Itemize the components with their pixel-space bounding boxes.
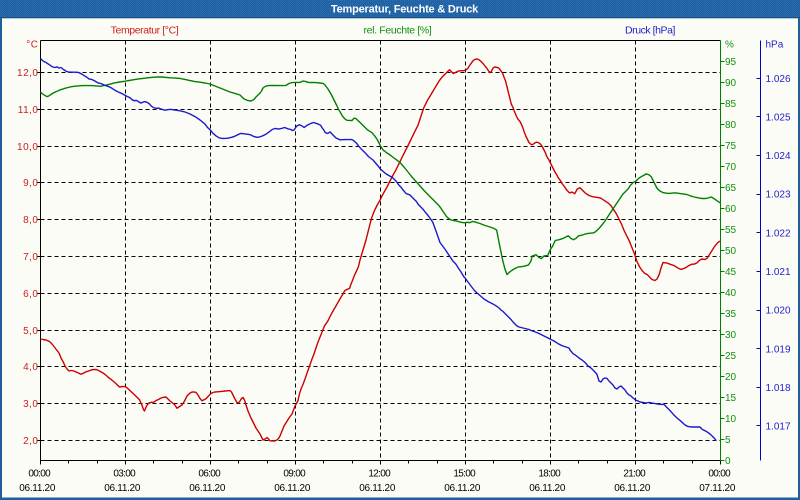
svg-text:10: 10 bbox=[725, 414, 737, 425]
svg-text:21:00: 21:00 bbox=[623, 469, 646, 480]
svg-text:°C: °C bbox=[26, 40, 38, 51]
svg-text:1.019: 1.019 bbox=[766, 344, 791, 355]
svg-text:1.018: 1.018 bbox=[766, 383, 791, 394]
svg-text:95: 95 bbox=[725, 57, 737, 68]
svg-text:06.11.20: 06.11.20 bbox=[359, 483, 396, 494]
svg-text:5: 5 bbox=[725, 435, 731, 446]
svg-text:1.023: 1.023 bbox=[766, 190, 791, 201]
svg-text:10,0: 10,0 bbox=[17, 142, 38, 153]
svg-text:3,0: 3,0 bbox=[23, 399, 38, 410]
svg-text:80: 80 bbox=[725, 120, 737, 131]
svg-text:6,0: 6,0 bbox=[23, 289, 38, 300]
svg-text:06.11.20: 06.11.20 bbox=[189, 483, 226, 494]
svg-text:35: 35 bbox=[725, 309, 737, 320]
svg-text:65: 65 bbox=[725, 183, 737, 194]
svg-text:18:00: 18:00 bbox=[538, 469, 561, 480]
svg-text:9,0: 9,0 bbox=[23, 178, 38, 189]
svg-text:0: 0 bbox=[725, 456, 731, 467]
svg-text:09:00: 09:00 bbox=[283, 469, 306, 480]
svg-text:1.025: 1.025 bbox=[766, 112, 791, 123]
svg-text:55: 55 bbox=[725, 225, 737, 236]
svg-text:30: 30 bbox=[725, 330, 737, 341]
svg-text:15:00: 15:00 bbox=[453, 469, 476, 480]
svg-text:50: 50 bbox=[725, 246, 737, 257]
svg-text:20: 20 bbox=[725, 372, 737, 383]
svg-text:1.024: 1.024 bbox=[766, 151, 791, 162]
svg-text:1.017: 1.017 bbox=[766, 422, 791, 433]
svg-text:8,0: 8,0 bbox=[23, 215, 38, 226]
svg-text:2,0: 2,0 bbox=[23, 436, 38, 447]
svg-text:1.022: 1.022 bbox=[766, 228, 791, 239]
svg-text:hPa: hPa bbox=[766, 40, 784, 51]
svg-text:06.11.20: 06.11.20 bbox=[104, 483, 141, 494]
svg-text:40: 40 bbox=[725, 288, 737, 299]
svg-text:45: 45 bbox=[725, 267, 737, 278]
svg-text:75: 75 bbox=[725, 141, 737, 152]
svg-text:Temperatur, Feuchte & Druck: Temperatur, Feuchte & Druck bbox=[331, 4, 479, 16]
svg-text:07.11.20: 07.11.20 bbox=[699, 483, 736, 494]
svg-text:85: 85 bbox=[725, 99, 737, 110]
svg-text:70: 70 bbox=[725, 162, 737, 173]
svg-text:00:00: 00:00 bbox=[28, 469, 51, 480]
svg-text:12,0: 12,0 bbox=[17, 68, 38, 79]
svg-text:90: 90 bbox=[725, 78, 737, 89]
svg-text:25: 25 bbox=[725, 351, 737, 362]
svg-text:06.11.20: 06.11.20 bbox=[614, 483, 651, 494]
svg-text:06.11.20: 06.11.20 bbox=[444, 483, 481, 494]
svg-text:60: 60 bbox=[725, 204, 737, 215]
svg-text:06.11.20: 06.11.20 bbox=[19, 483, 56, 494]
svg-text:4,0: 4,0 bbox=[23, 362, 38, 373]
svg-text:11,0: 11,0 bbox=[18, 105, 39, 116]
svg-text:03:00: 03:00 bbox=[113, 469, 136, 480]
svg-text:1.020: 1.020 bbox=[766, 306, 791, 317]
svg-text:5,0: 5,0 bbox=[23, 326, 38, 337]
svg-text:1.021: 1.021 bbox=[766, 267, 791, 278]
svg-text:06.11.20: 06.11.20 bbox=[274, 483, 311, 494]
svg-text:12:00: 12:00 bbox=[368, 469, 391, 480]
svg-text:Druck [hPa]: Druck [hPa] bbox=[625, 25, 675, 37]
svg-text:%: % bbox=[725, 40, 734, 51]
svg-text:7,0: 7,0 bbox=[23, 252, 38, 263]
svg-text:06:00: 06:00 bbox=[198, 469, 221, 480]
svg-text:15: 15 bbox=[725, 393, 737, 404]
svg-text:rel. Feuchte [%]: rel. Feuchte [%] bbox=[364, 25, 432, 37]
svg-text:00:00: 00:00 bbox=[708, 469, 731, 480]
svg-text:1.026: 1.026 bbox=[766, 74, 791, 85]
svg-text:06.11.20: 06.11.20 bbox=[529, 483, 566, 494]
svg-text:Temperatur [°C]: Temperatur [°C] bbox=[111, 25, 179, 37]
